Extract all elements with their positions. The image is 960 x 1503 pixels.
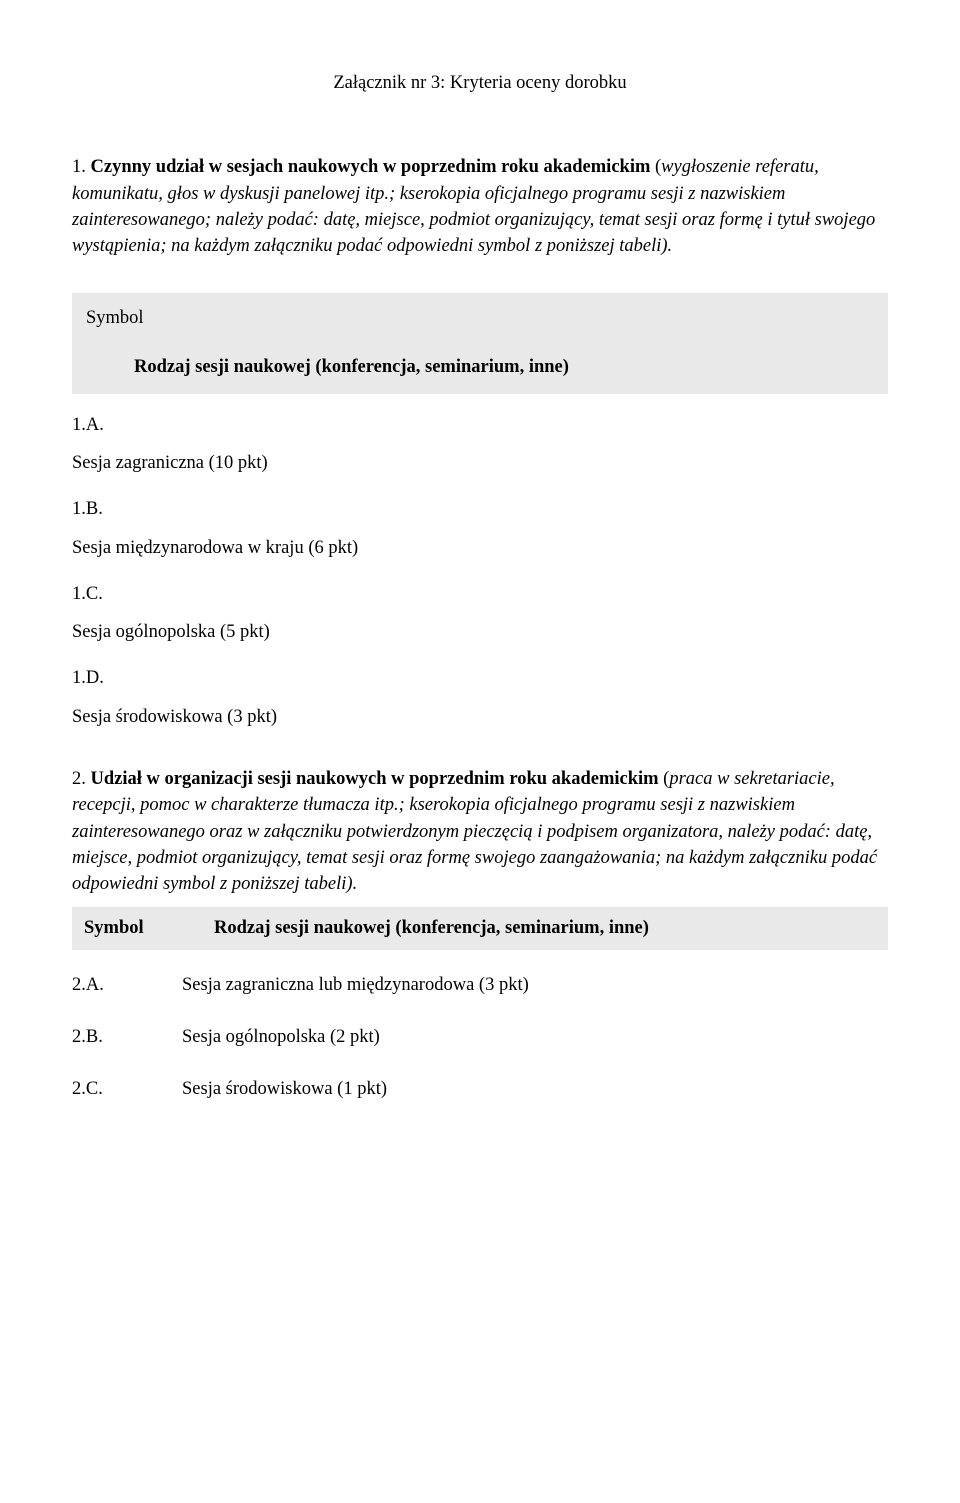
section2-rest1: ( [659, 769, 670, 789]
section2-num: 2. [72, 769, 91, 789]
section1-item-text-3: Sesja środowiskowa (3 pkt) [72, 702, 888, 732]
table-row: 2.C. Sesja środowiskowa (1 pkt) [72, 1076, 888, 1102]
section1-box: Symbol Rodzaj sesji naukowej (konferencj… [72, 293, 888, 394]
section1-item-sym-3: 1.D. [72, 665, 888, 691]
section2-header-symbol: Symbol [84, 915, 214, 941]
section2-row-sym-0: 2.A. [72, 972, 182, 998]
section1-para: 1. Czynny udział w sesjach naukowych w p… [72, 154, 888, 259]
section2-title: Udział w organizacji sesji naukowych w p… [91, 769, 659, 789]
section2-row-sym-1: 2.B. [72, 1024, 182, 1050]
section1-item-text-2: Sesja ogólnopolska (5 pkt) [72, 617, 888, 647]
section1-rest1: ( [650, 157, 661, 177]
section2-row-text-0: Sesja zagraniczna lub międzynarodowa (3 … [182, 972, 888, 998]
doc-header: Załącznik nr 3: Kryteria oceny dorobku [72, 70, 888, 96]
section1-item-text-1: Sesja międzynarodowa w kraju (6 pkt) [72, 533, 888, 563]
table-row: 2.A. Sesja zagraniczna lub międzynarodow… [72, 972, 888, 998]
section2-para: 2. Udział w organizacji sesji naukowych … [72, 766, 888, 897]
section1-title: Czynny udział w sesjach naukowych w popr… [91, 157, 651, 177]
section2-row-text-1: Sesja ogólnopolska (2 pkt) [182, 1024, 888, 1050]
section1-item-sym-2: 1.C. [72, 581, 888, 607]
section2-row-sym-2: 2.C. [72, 1076, 182, 1102]
section1-box-heading: Rodzaj sesji naukowej (konferencja, semi… [134, 354, 874, 380]
section2-header-row: Symbol Rodzaj sesji naukowej (konferencj… [72, 907, 888, 949]
section1-num: 1. [72, 157, 91, 177]
section1-items: 1.A. Sesja zagraniczna (10 pkt) 1.B. Ses… [72, 412, 888, 732]
table-row: 2.B. Sesja ogólnopolska (2 pkt) [72, 1024, 888, 1050]
section2-header-type: Rodzaj sesji naukowej (konferencja, semi… [214, 915, 876, 941]
section1-item-text-0: Sesja zagraniczna (10 pkt) [72, 448, 888, 478]
section2-row-text-2: Sesja środowiskowa (1 pkt) [182, 1076, 888, 1102]
section1-box-symbol: Symbol [86, 305, 874, 331]
section1-item-sym-0: 1.A. [72, 412, 888, 438]
section1-item-sym-1: 1.B. [72, 496, 888, 522]
